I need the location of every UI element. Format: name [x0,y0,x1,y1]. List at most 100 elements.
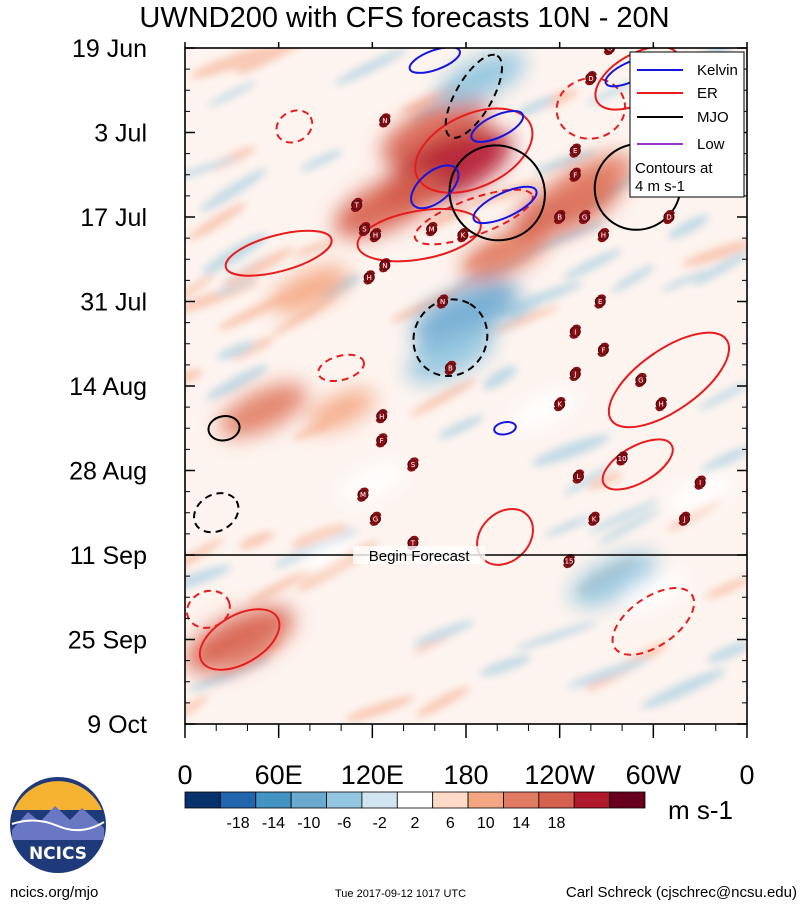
storm-swirl [569,143,582,158]
texture-streak [544,515,592,537]
colorbar-unit: m s-1 [668,795,733,825]
storm-label: M [360,491,366,499]
legend-label-er: ER [697,85,718,102]
anomaly-blob [185,606,294,673]
logo-text: NCICS [29,844,87,864]
storm-swirl [350,197,363,213]
storm-label: 15 [565,558,574,566]
colorbar-tick-label: -6 [337,815,351,832]
storm-swirl [569,167,582,182]
texture-streak [218,48,303,72]
colorbar-cell [219,791,257,809]
texture-streak [413,620,475,646]
texture-streak [587,472,623,490]
storm-label: T [410,540,416,548]
storm-swirl [456,227,469,243]
storm-label: I [699,479,701,487]
footer-site[interactable]: ncics.org/mjo [10,884,99,901]
colorbar: -18 -14 -10 -6 -2 2 6 10 14 18 [184,791,646,832]
y-tick-label: 17 Jul [80,204,147,232]
y-tick-label: 31 Jul [80,289,147,317]
storm-swirl [597,227,610,243]
contour-er [555,77,627,140]
colorbar-tick-label: 10 [477,815,495,832]
legend-note-line1: Contours at [635,160,713,177]
contour-mjo [444,53,503,139]
texture-streak [697,381,747,411]
storm-label: N [382,262,387,270]
x-tick-label: 0 [177,760,192,790]
contour-er [356,207,482,263]
texture-streak [188,202,246,241]
texture-streak [641,669,726,709]
storm-label: F [601,346,605,354]
footer-timestamp: Tue 2017-09-12 1017 UTC [335,888,467,900]
anomaly-blob [461,226,549,281]
storm-swirl [569,324,582,339]
storm-swirl [378,258,391,273]
contour-kelvin [410,164,460,210]
storm-swirl [594,294,607,309]
storm-swirl [553,396,566,412]
storm-label: F [573,171,577,179]
storm-label: B [557,214,562,222]
legend-box [629,51,745,198]
contour-kelvin [408,48,461,74]
anomaly-blob [546,153,635,208]
storm-label: H [379,413,384,421]
texture-streak [488,305,559,334]
contour-kelvin [493,421,517,436]
texture-streak [345,695,415,722]
y-tick-label: 14 Aug [69,373,147,401]
storm-label: J [573,371,576,379]
contour-er [601,438,674,491]
storm-label: N [382,117,387,125]
storm-label: I [574,328,576,336]
texture-streak [563,464,613,496]
storm-label: H [373,232,378,240]
colorbar-cell [184,791,221,809]
colorbar-tick-label: 2 [411,815,420,832]
storm-label: S [362,226,367,234]
y-tick-label: 3 Jul [94,120,147,148]
storm-label: K [461,232,466,240]
contour-er [414,107,534,194]
texture-streak [188,657,272,692]
texture-streak [300,149,343,171]
colorbar-tick-label: 18 [548,815,566,832]
storm-label: S [411,461,416,469]
texture-streak [515,621,597,650]
texture-streak [293,240,336,256]
storm-swirl [375,409,388,424]
colorbar-cell [538,791,575,809]
colorbar-cell [255,791,292,809]
x-tick-label: 0 [739,760,754,790]
storm-swirl [662,209,675,225]
x-tick-label: 180 [443,760,488,790]
y-tick-label: 28 Aug [69,458,147,486]
storm-label: G [582,214,587,222]
storm-label: M [429,226,435,234]
legend: Kelvin ER MJO Low Contours at 4 m s-1 [629,51,745,198]
legend-label-kelvin: Kelvin [697,62,738,79]
chart-title: UWND200 with CFS forecasts 10N - 20N [139,2,670,34]
x-tick-label: 120E [341,760,404,790]
contour-mjo [448,144,546,242]
texture-streak [668,214,709,239]
colorbar-tick-label: -18 [227,815,250,832]
storm-swirl [584,71,597,86]
texture-streak [185,537,224,581]
colorbar-tick-label: -10 [297,815,320,832]
footer-author: Carl Schreck (cjschrec@ncsu.edu) [565,884,797,901]
contour-er [275,109,314,144]
legend-label-low: Low [697,136,725,153]
anomaly-blob [570,552,659,606]
y-axis: 19 Jun 3 Jul 17 Jul 31 Jul 14 Aug 28 Aug 11 Se… [68,35,747,739]
texture-streak [483,365,517,390]
storm-swirl [597,342,610,357]
storm-label: F [380,437,384,445]
texture-streak [437,415,484,439]
texture-streak [248,569,313,603]
